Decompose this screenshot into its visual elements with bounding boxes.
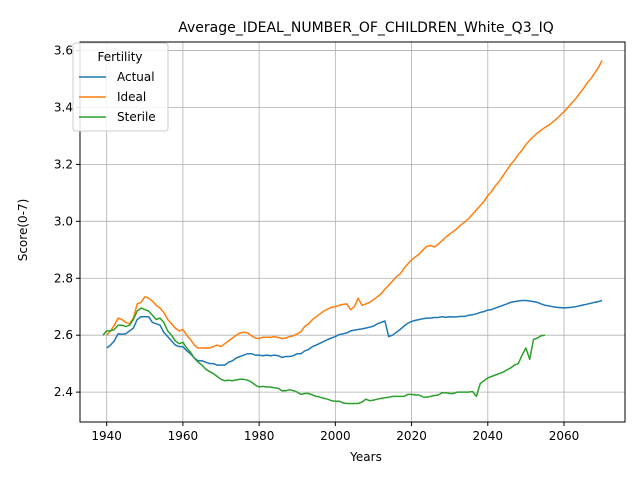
legend-label-actual: Actual: [117, 70, 155, 84]
x-tick-label: 1940: [91, 429, 122, 443]
x-tick-label: 1960: [168, 429, 199, 443]
axis-ticks: 1940 1960 1980 2000 2020 2040 2060 2.4 2.6 2.8 3.0…: [54, 44, 579, 443]
x-tick-label: 2000: [320, 429, 351, 443]
y-tick-label: 3.0: [54, 214, 73, 228]
y-tick-label: 3.6: [54, 44, 73, 58]
legend-items: Actual Ideal Sterile: [79, 70, 156, 124]
legend: Fertility Actual Ideal Sterile: [72, 42, 169, 132]
legend-title: Fertility: [97, 50, 142, 64]
y-axis-label: Score(0-7): [16, 199, 30, 262]
y-tick-label: 2.6: [54, 328, 73, 342]
series-lines: [102, 60, 603, 405]
y-tick-label: 2.4: [54, 385, 73, 399]
series-line-actual: [106, 299, 603, 366]
x-tick-label: 2020: [396, 429, 427, 443]
x-axis-label: Years: [349, 450, 382, 464]
plot-frame: [79, 41, 626, 423]
legend-label-sterile: Sterile: [117, 110, 156, 124]
x-tick-label: 2040: [473, 429, 504, 443]
legend-label-ideal: Ideal: [117, 90, 146, 104]
x-tick-label: 1980: [244, 429, 275, 443]
series-line-ideal: [106, 60, 603, 349]
legend-box: [72, 42, 169, 132]
x-tick-label: 2060: [549, 429, 580, 443]
y-tick-label: 2.8: [54, 271, 73, 285]
y-tick-label: 3.2: [54, 157, 73, 171]
chart-title: Average_IDEAL_NUMBER_OF_CHILDREN_White_Q…: [178, 20, 554, 36]
y-tick-label: 3.4: [54, 100, 73, 114]
series-line-sterile: [102, 307, 546, 405]
